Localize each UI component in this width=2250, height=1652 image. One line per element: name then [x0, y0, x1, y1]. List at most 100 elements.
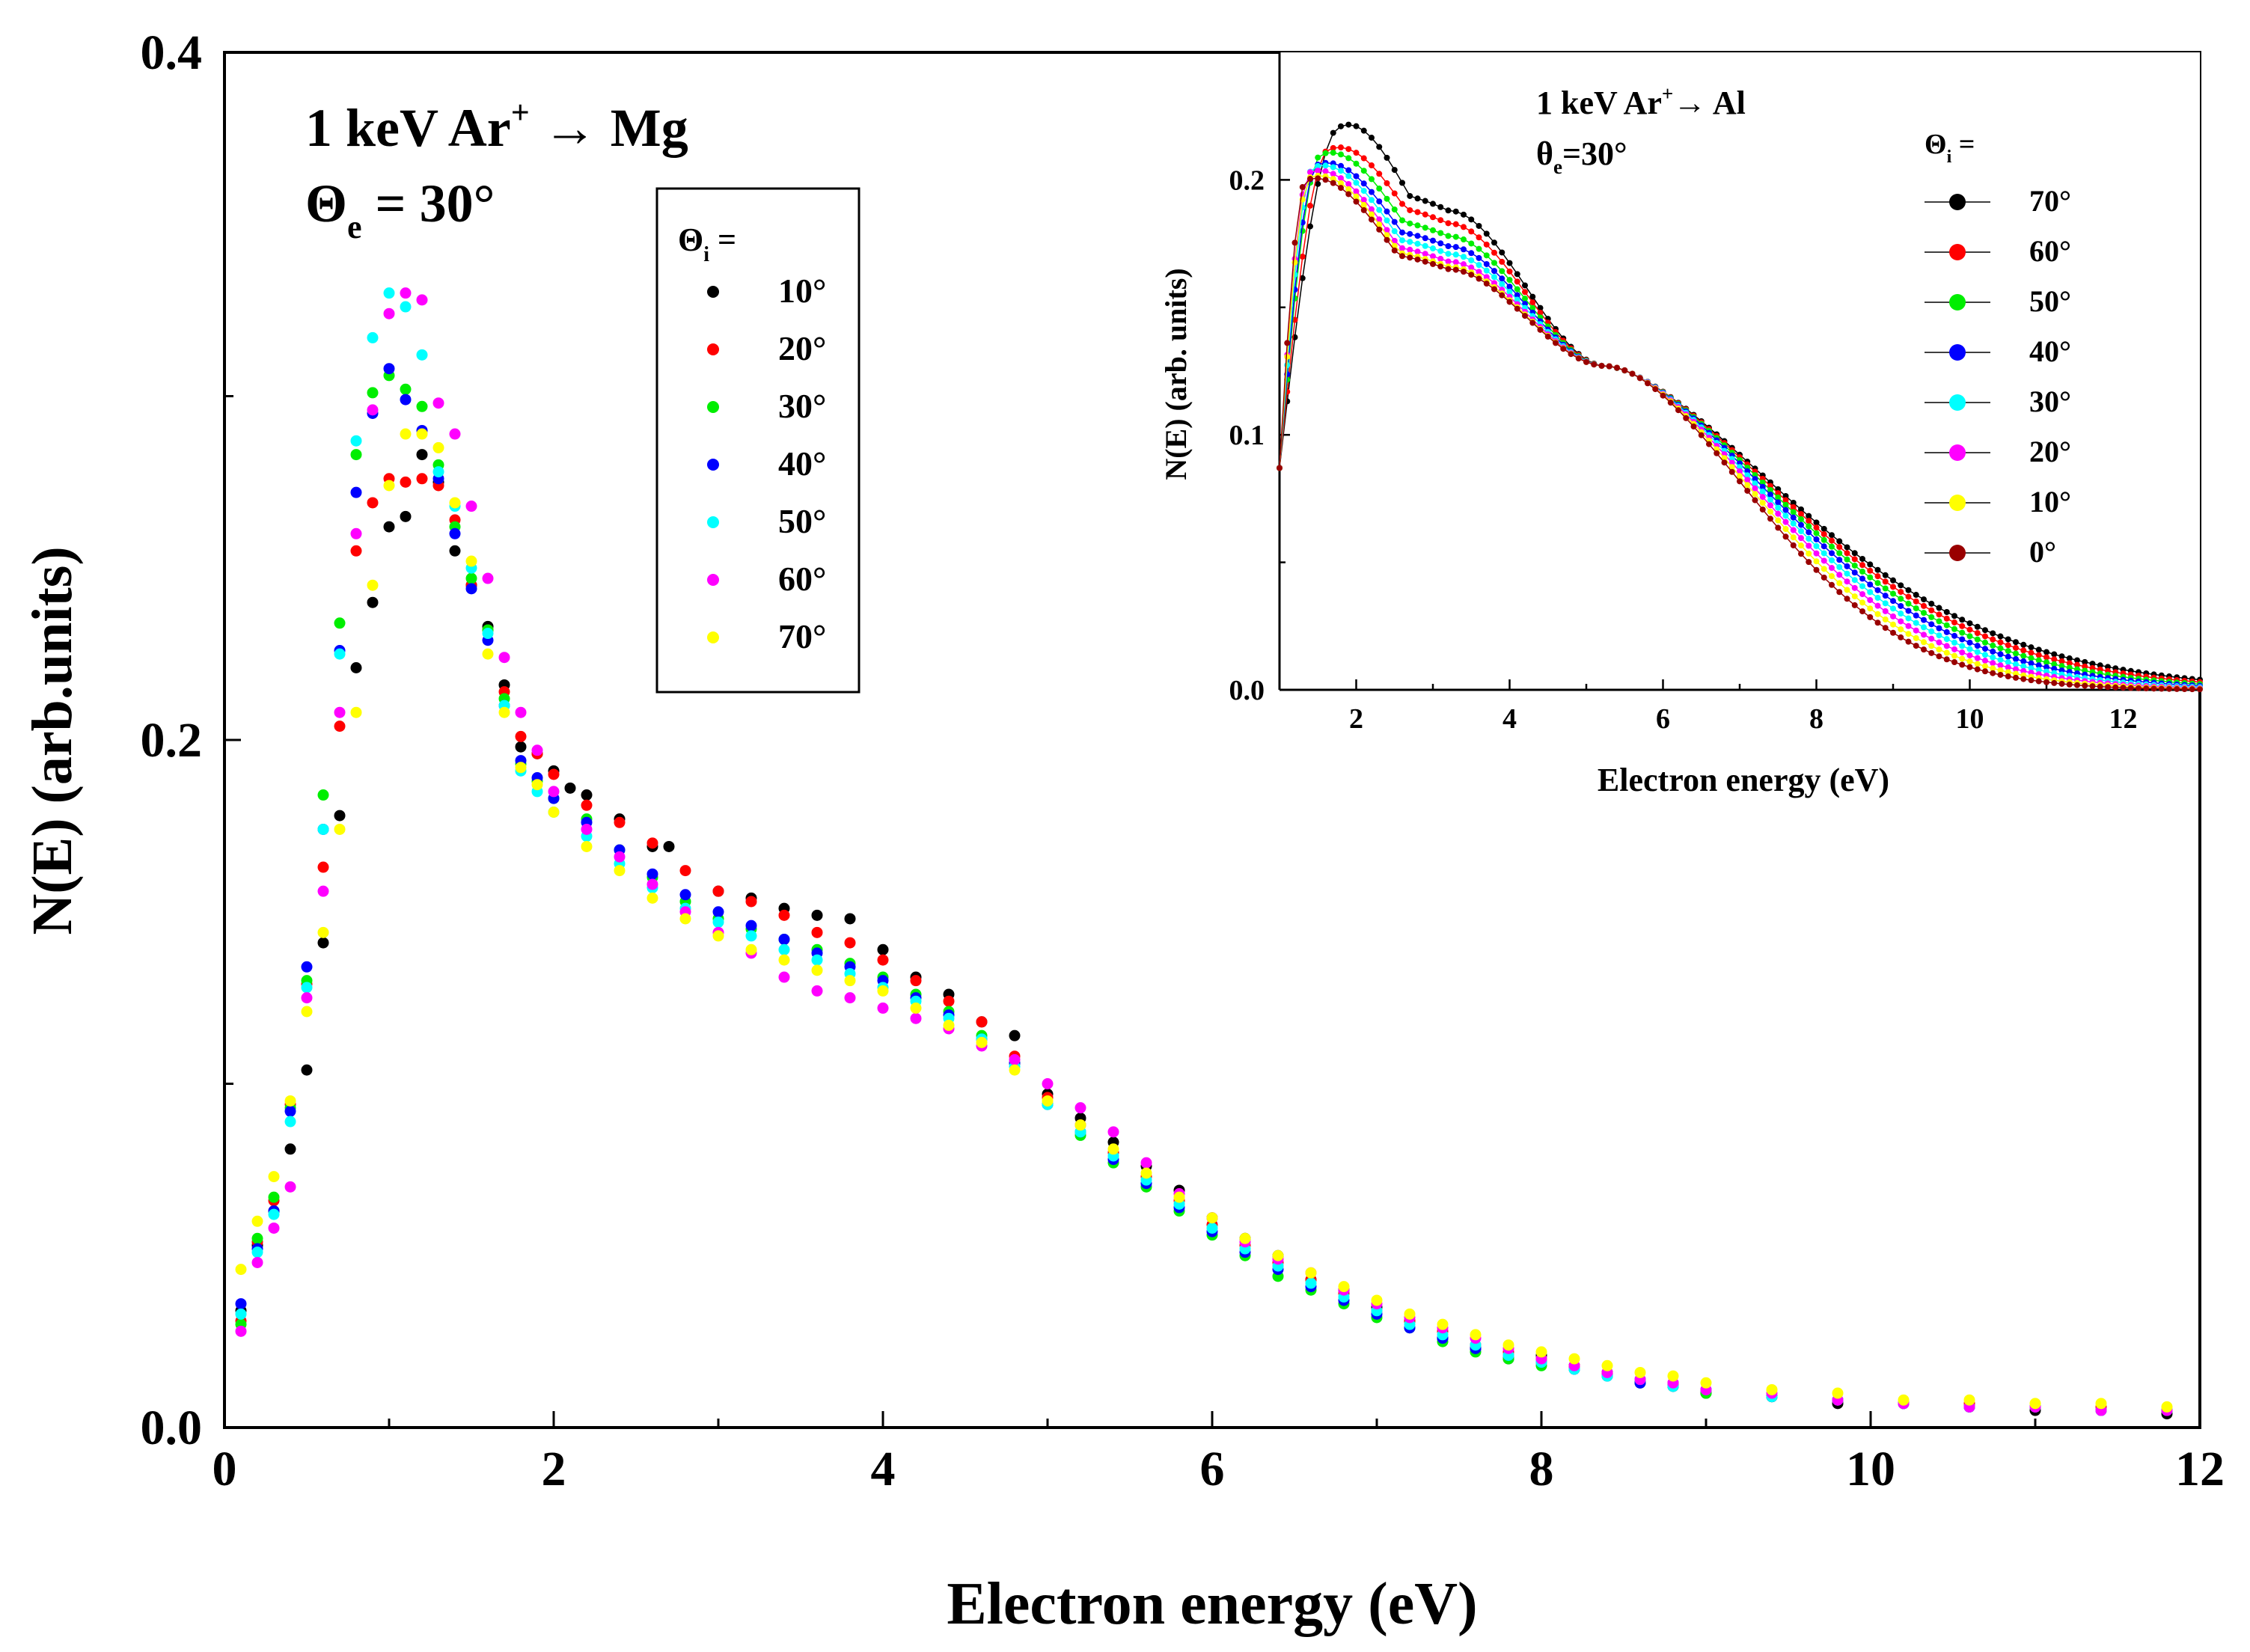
data-point — [334, 617, 346, 629]
inset-data-point — [1821, 566, 1827, 572]
inset-data-point — [1905, 600, 1912, 607]
inset-data-point — [1836, 563, 1843, 570]
inset-data-point — [1345, 121, 1352, 128]
inset-data-point — [1898, 611, 1904, 617]
inset-data-point — [1430, 245, 1436, 252]
inset-data-point — [1621, 367, 1628, 373]
inset-data-point — [1461, 211, 1467, 218]
data-point — [1634, 1366, 1646, 1378]
inset-data-point — [1913, 643, 1919, 649]
inset-data-point — [1813, 530, 1820, 536]
data-point — [877, 1002, 889, 1014]
inset-data-point — [2005, 636, 2011, 643]
inset-data-point — [1737, 464, 1743, 471]
inset-data-point — [1667, 400, 1674, 406]
inset-data-point — [1775, 510, 1782, 517]
inset-data-point — [1360, 188, 1367, 195]
inset-data-point — [1859, 608, 1865, 615]
inset-data-point — [1836, 544, 1843, 551]
inset-data-point — [1714, 450, 1720, 456]
inset-background — [1280, 52, 2200, 690]
inset-data-point — [1422, 235, 1428, 242]
inset-data-point — [1330, 129, 1336, 136]
inset-data-point — [1437, 240, 1444, 247]
inset-data-point — [1299, 254, 1306, 260]
inset-data-point — [1890, 584, 1896, 590]
inset-data-point — [1767, 492, 1773, 498]
inset-data-point — [1330, 164, 1336, 171]
data-point — [268, 1222, 280, 1234]
inset-data-point — [1399, 201, 1405, 207]
data-point — [416, 428, 428, 440]
inset-data-point — [1315, 168, 1321, 174]
inset-data-point — [2066, 681, 2073, 688]
inset-data-point — [1407, 239, 1413, 245]
inset-data-point — [2020, 652, 2027, 659]
inset-data-point — [1468, 228, 1475, 235]
data-point — [350, 486, 362, 498]
inset-data-point — [1821, 536, 1827, 543]
data-point — [1338, 1281, 1350, 1293]
inset-data-point — [1315, 154, 1321, 161]
inset-data-point — [1775, 494, 1782, 501]
inset-data-point — [1829, 565, 1835, 572]
inset-data-point — [1437, 230, 1444, 236]
inset-data-point — [1391, 167, 1398, 174]
data-point — [1404, 1308, 1416, 1320]
inset-data-point — [1476, 269, 1482, 275]
inset-data-point — [1384, 180, 1390, 186]
inset-data-point — [1376, 226, 1383, 233]
inset-data-point — [1844, 578, 1850, 585]
inset-data-point — [2035, 678, 2042, 685]
data-point — [498, 652, 510, 664]
inset-data-point — [1943, 628, 1950, 635]
data-point — [1107, 1143, 1119, 1155]
inset-data-point — [1836, 589, 1843, 596]
inset-data-point — [1821, 557, 1827, 564]
inset-data-point — [1913, 598, 1919, 605]
inset-data-point — [1997, 662, 2004, 669]
inset-data-point — [1445, 243, 1452, 250]
data-point — [367, 331, 379, 343]
inset-data-point — [1284, 340, 1291, 346]
data-point — [1502, 1339, 1514, 1351]
inset-data-point — [2066, 655, 2073, 661]
inset-data-point — [2043, 654, 2049, 661]
inset-data-point — [1990, 665, 1996, 672]
data-point — [531, 779, 543, 791]
inset-data-point — [1782, 513, 1789, 519]
inset-x-tick-label: 2 — [1349, 703, 1363, 735]
inset-data-point — [1537, 305, 1544, 311]
inset-data-point — [1414, 195, 1421, 202]
inset-data-point — [2051, 656, 2058, 663]
inset-data-point — [1936, 639, 1942, 646]
data-point — [778, 943, 790, 955]
inset-data-point — [1399, 217, 1405, 224]
inset-data-point — [1606, 363, 1612, 370]
inset-data-point — [1430, 237, 1436, 244]
inset-data-point — [1384, 232, 1390, 239]
data-point — [367, 497, 379, 509]
inset-data-point — [1491, 260, 1497, 266]
inset-data-point — [1997, 671, 2004, 678]
inset-data-point — [1452, 259, 1459, 266]
inset-data-point — [2074, 657, 2080, 664]
inset-data-point — [1851, 577, 1858, 584]
inset-data-point — [1921, 646, 1927, 653]
inset-data-point — [2013, 639, 2019, 646]
inset-data-point — [1752, 476, 1758, 483]
inset-data-point — [2051, 651, 2058, 658]
inset-data-point — [1353, 193, 1360, 200]
inset-data-point — [1836, 572, 1843, 578]
inset-data-point — [1322, 162, 1329, 169]
inset-legend-marker — [1949, 294, 1966, 310]
inset-data-point — [1636, 375, 1643, 382]
data-point — [548, 786, 560, 798]
inset-data-point — [1874, 620, 1881, 626]
data-point — [515, 706, 527, 718]
inset-data-point — [1874, 594, 1881, 601]
data-point — [383, 521, 395, 533]
inset-data-point — [1867, 561, 1874, 568]
legend-label: 30° — [778, 387, 826, 425]
inset-data-point — [1468, 216, 1475, 223]
